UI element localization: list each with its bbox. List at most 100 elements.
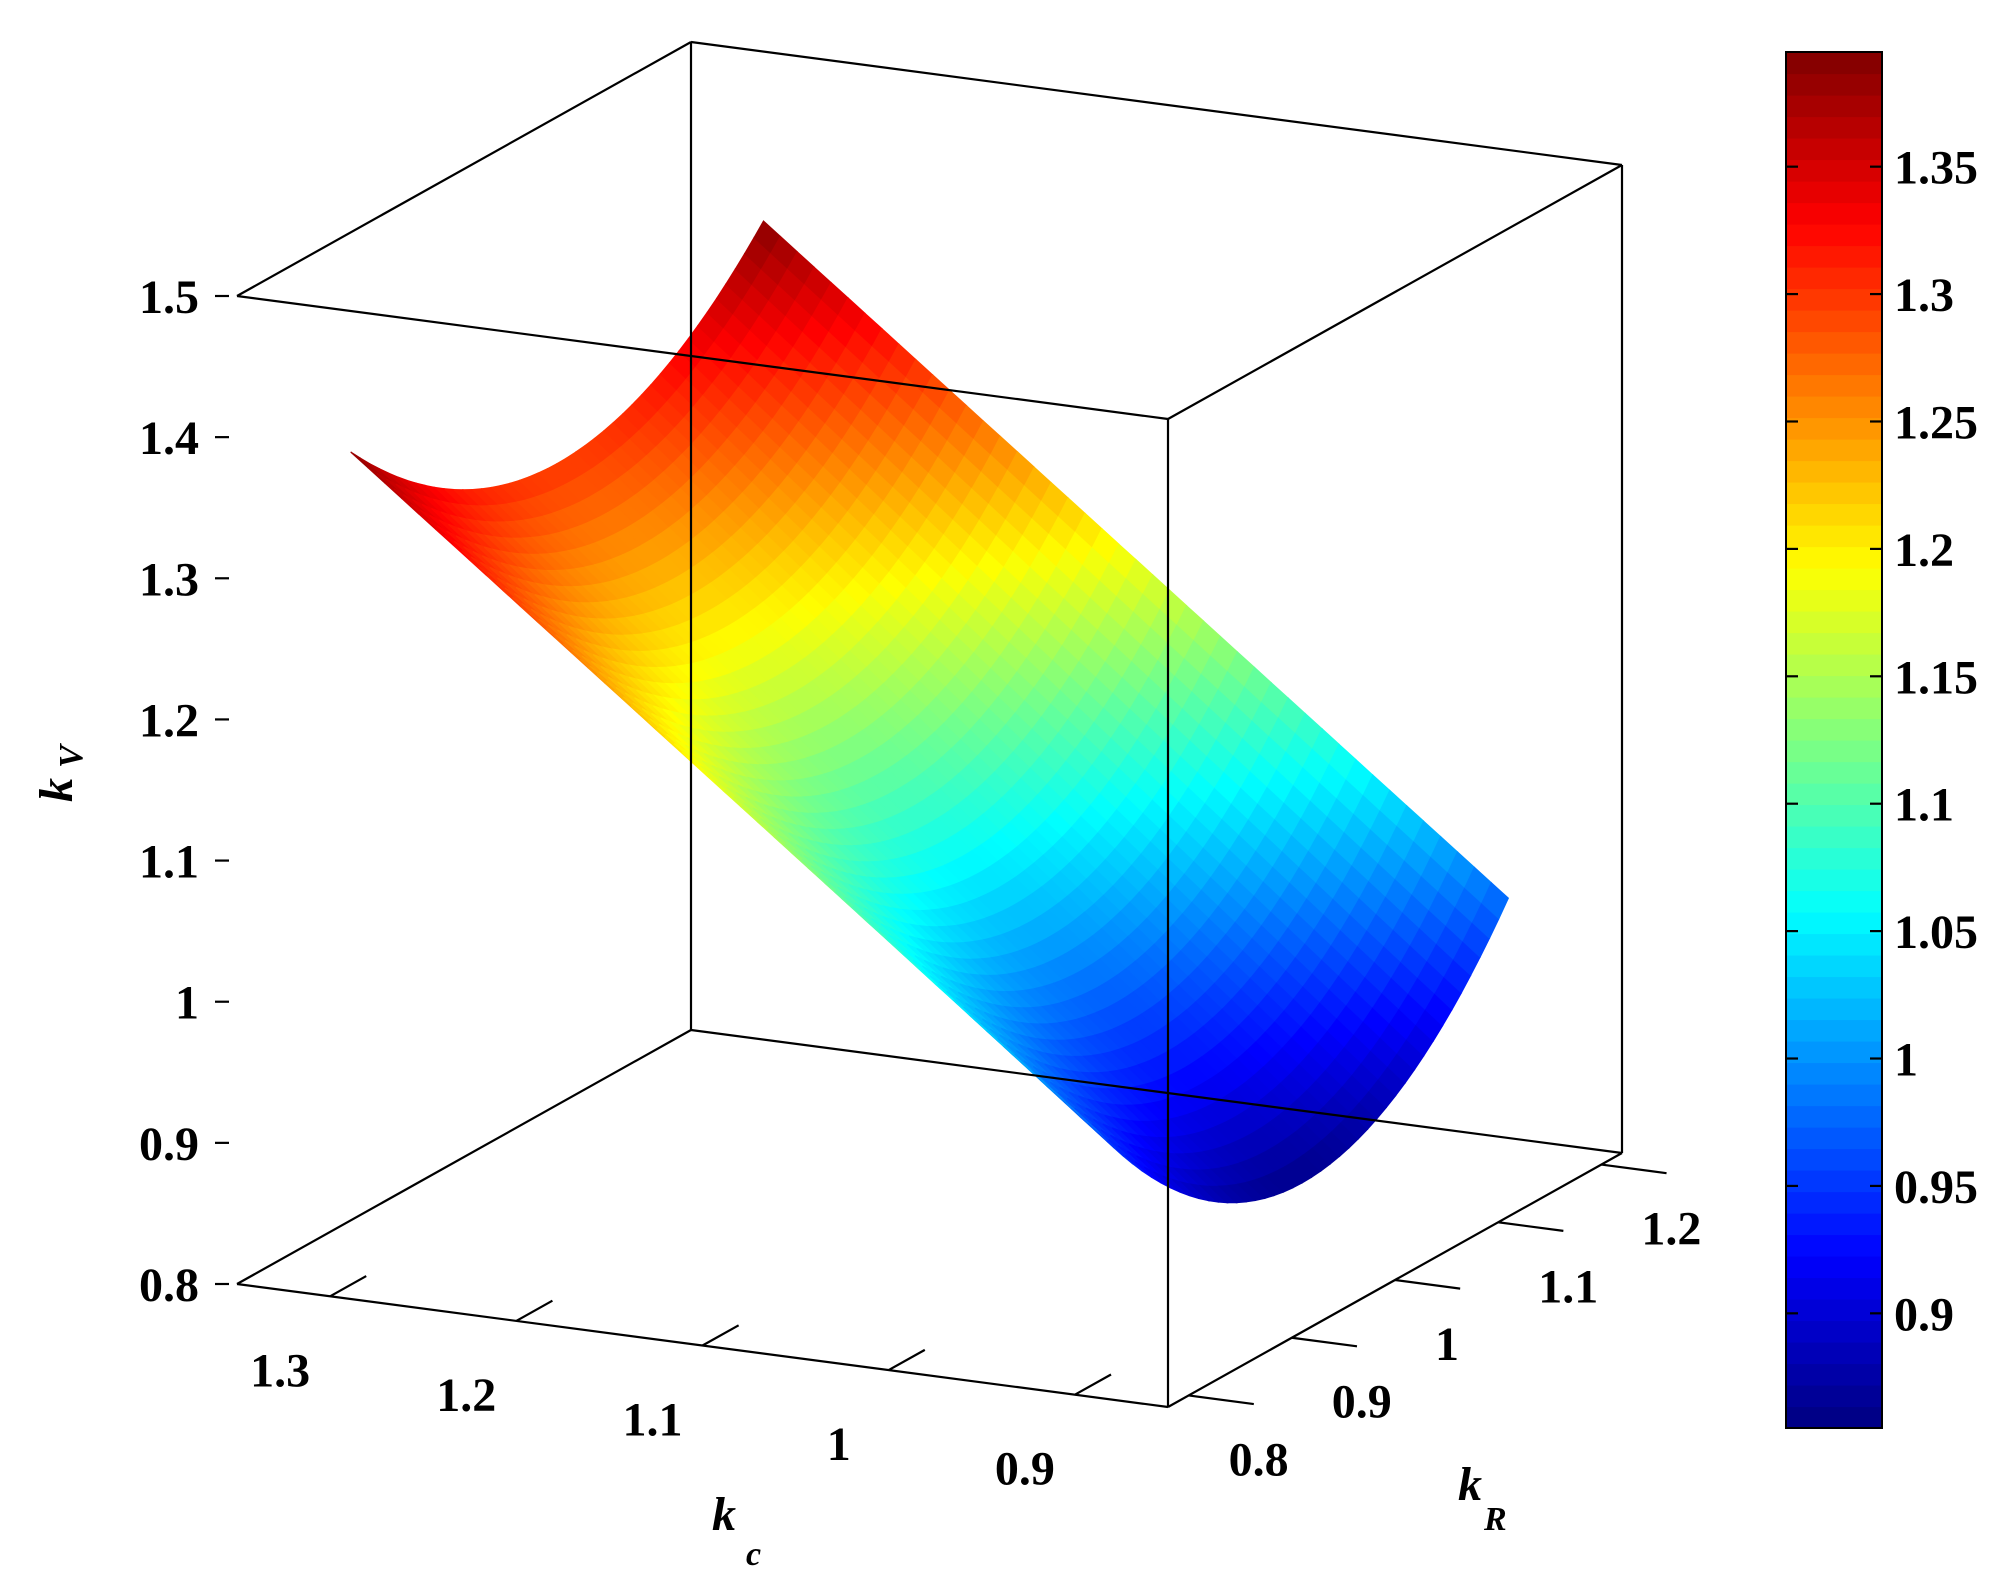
colorbar-segment — [1786, 181, 1882, 204]
colorbar-segment — [1786, 503, 1882, 526]
colorbar-segment — [1786, 1105, 1882, 1128]
colorbar-tick-label: 0.9 — [1894, 1288, 1954, 1341]
colorbar-segment — [1786, 783, 1882, 806]
colorbar-segment — [1786, 202, 1882, 225]
colorbar-segment — [1786, 288, 1882, 311]
z-tick-label: 1.4 — [139, 412, 199, 465]
colorbar-tick-label: 1.05 — [1894, 906, 1978, 959]
surface-patch — [1481, 881, 1510, 920]
surface-plot — [350, 220, 1510, 1204]
colorbar-segment — [1786, 761, 1882, 784]
z-tick-label: 1.2 — [139, 694, 199, 747]
colorbar-border — [1785, 51, 1883, 1429]
colorbar-segment — [1786, 654, 1882, 677]
colorbar-tick-label: 1.1 — [1894, 779, 1954, 832]
z-axis-title-sub: V — [53, 743, 90, 768]
x-tick-label: 1.2 — [436, 1369, 496, 1422]
colorbar-segment — [1786, 955, 1882, 978]
colorbar-segment — [1786, 1213, 1882, 1236]
y-tick-label: 0.8 — [1229, 1434, 1289, 1487]
colorbar-tick-label: 1.15 — [1894, 651, 1978, 704]
colorbar-segment — [1786, 245, 1882, 268]
colorbar-segment — [1786, 718, 1882, 741]
x-tick-label: 1.3 — [250, 1344, 310, 1397]
colorbar-segment — [1786, 1320, 1882, 1343]
colorbar-segment — [1786, 1342, 1882, 1365]
frame-edge — [690, 1028, 1623, 1155]
colorbar-segment — [1786, 1084, 1882, 1107]
colorbar-tick-label: 1.35 — [1894, 142, 1978, 195]
colorbar-segment — [1786, 331, 1882, 354]
colorbar-segment — [1786, 482, 1882, 505]
frame-edge — [236, 1029, 692, 1285]
colorbar-segment — [1786, 804, 1882, 827]
y-tick-mark — [1394, 1278, 1461, 1290]
colorbar-segment — [1786, 740, 1882, 763]
y-tick-label: 1.1 — [1538, 1260, 1598, 1313]
colorbar-segment — [1786, 116, 1882, 139]
colorbar-segment — [1786, 417, 1882, 440]
colorbar: 0.9 0.95 1 1.05 1.1 1.15 1.2 1.25 1.3 1.35 — [1785, 51, 1978, 1429]
colorbar-segment — [1786, 826, 1882, 849]
z-tick-label: 0.9 — [139, 1118, 199, 1171]
x-tick-label: 1.1 — [623, 1394, 683, 1447]
colorbar-segment — [1786, 1191, 1882, 1214]
colorbar-segment — [1786, 998, 1882, 1021]
colorbar-segment — [1786, 1363, 1882, 1386]
colorbar-segment — [1786, 1019, 1882, 1042]
colorbar-segment — [1786, 267, 1882, 290]
colorbar-tick-label: 0.95 — [1894, 1161, 1978, 1214]
x-axis-title-sub: c — [746, 1536, 761, 1573]
colorbar-segment — [1786, 1234, 1882, 1257]
colorbar-segment — [1786, 52, 1882, 75]
colorbar-segment — [1786, 632, 1882, 655]
colorbar-segment — [1786, 933, 1882, 956]
colorbar-segment — [1786, 847, 1882, 870]
y-tick-mark — [1498, 1221, 1564, 1232]
z-axis-title-main: k — [30, 778, 83, 802]
z-tick-label: 1.3 — [139, 553, 199, 606]
colorbar-segment — [1786, 310, 1882, 333]
colorbar-segment — [1786, 374, 1882, 397]
colorbar-segment — [1786, 697, 1882, 720]
frame-edge — [236, 41, 692, 297]
colorbar-segment — [1786, 1127, 1882, 1150]
y-tick-mark — [1188, 1394, 1254, 1406]
y-tick-mark — [1601, 1163, 1667, 1175]
x-tick-mark — [515, 1299, 553, 1322]
colorbar-segment — [1786, 1170, 1882, 1193]
colorbar-segment — [1786, 159, 1882, 182]
x-tick-mark — [701, 1324, 740, 1347]
colorbar-segment — [1786, 138, 1882, 161]
x-tick-label: 1 — [827, 1418, 851, 1471]
colorbar-tick-label: 1.3 — [1894, 269, 1954, 322]
colorbar-segment — [1786, 439, 1882, 462]
colorbar-segment — [1786, 396, 1882, 419]
colorbar-segment — [1786, 1299, 1882, 1322]
colorbar-segment — [1786, 1277, 1882, 1300]
frame-edge — [236, 294, 1169, 421]
colorbar-segment — [1786, 1385, 1882, 1408]
colorbar-tick-label: 1.2 — [1894, 524, 1954, 577]
z-axis-title: kV — [30, 743, 90, 802]
colorbar-segment — [1786, 912, 1882, 935]
x-tick-mark — [888, 1348, 926, 1372]
colorbar-segment — [1786, 890, 1882, 913]
y-tick-mark — [1291, 1336, 1358, 1348]
frame-edge — [690, 40, 1623, 167]
colorbar-segment — [1786, 568, 1882, 591]
colorbar-segment — [1786, 525, 1882, 548]
colorbar-segment — [1786, 353, 1882, 376]
colorbar-segment — [1786, 1041, 1882, 1064]
x-tick-mark — [329, 1275, 367, 1298]
colorbar-segment — [1786, 546, 1882, 569]
x-tick-mark — [1074, 1373, 1112, 1396]
z-tick-label: 1.1 — [139, 836, 199, 889]
colorbar-segment — [1786, 611, 1882, 634]
frame-edge — [1167, 164, 1623, 420]
colorbar-segment — [1786, 976, 1882, 999]
z-tick-label: 1 — [175, 977, 199, 1030]
y-tick-label: 1.2 — [1641, 1203, 1701, 1256]
